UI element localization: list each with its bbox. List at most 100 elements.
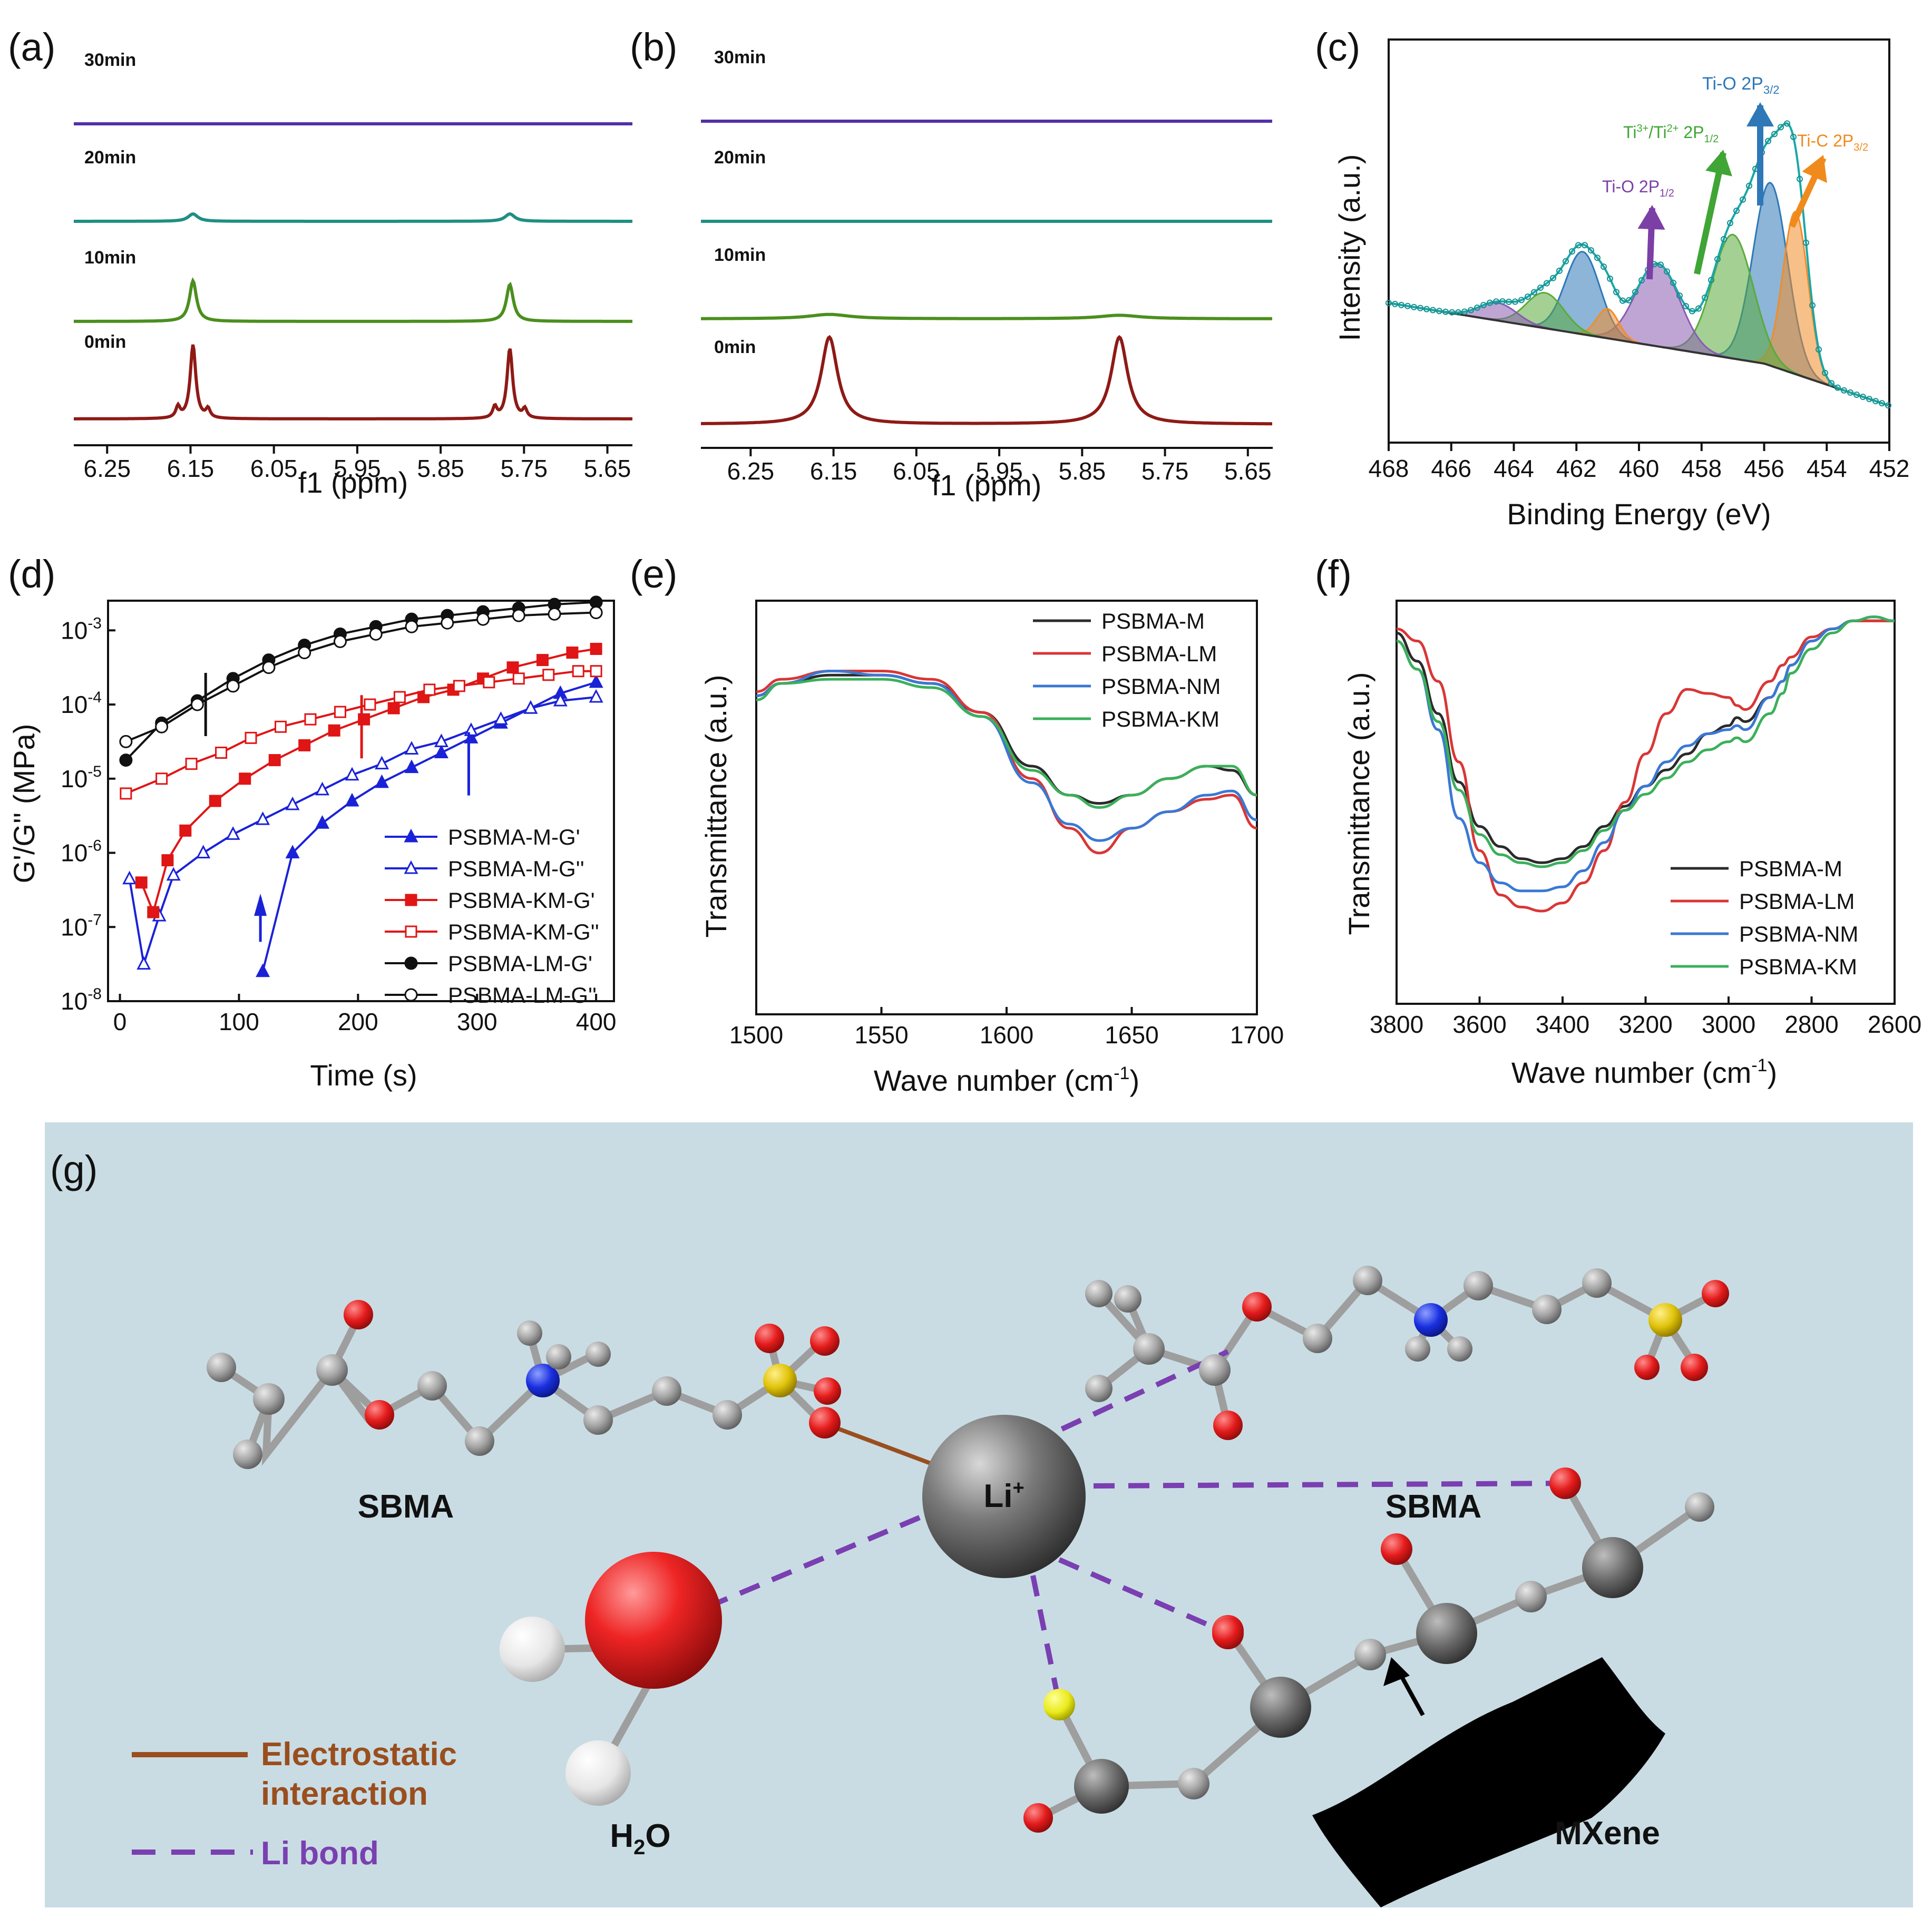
arrow-ti-c-head xyxy=(1802,155,1827,183)
atom-c xyxy=(1405,1336,1430,1362)
water-hydrogen-1 xyxy=(500,1617,565,1682)
xps-data-point xyxy=(1841,387,1847,394)
point-PSBMA-M-G'' xyxy=(375,756,389,770)
x-tick-label: 6.25 xyxy=(84,455,131,482)
spectrum-0min xyxy=(74,344,632,420)
xps-data-point xyxy=(1872,398,1879,405)
xps-background xyxy=(1388,302,1889,407)
legend-marker xyxy=(405,894,417,906)
atom-cd xyxy=(1582,1537,1643,1598)
atom-n xyxy=(1414,1303,1448,1337)
atom-c xyxy=(1447,1336,1472,1362)
x-tick-label: 2600 xyxy=(1868,1011,1921,1038)
xps-data-point xyxy=(1392,300,1398,307)
legend-label-PSBMA-M: PSBMA-M xyxy=(1101,609,1205,633)
atom-c xyxy=(1199,1354,1231,1386)
xps-data-point xyxy=(1721,236,1727,242)
atom-oS xyxy=(755,1324,784,1353)
x-tick-label: 452 xyxy=(1869,455,1910,482)
point-PSBMA-KM-G' xyxy=(147,906,160,918)
legend-label-PSBMA-M-G'': PSBMA-M-G'' xyxy=(448,856,584,881)
x-tick-label: 3400 xyxy=(1536,1011,1589,1038)
point-PSBMA-LM-G'' xyxy=(548,607,561,621)
xps-data-point xyxy=(1809,302,1816,309)
point-PSBMA-KM-G' xyxy=(566,647,579,659)
atom-c xyxy=(546,1344,571,1369)
point-PSBMA-M-G' xyxy=(434,745,448,759)
atom-n xyxy=(526,1364,560,1397)
spectrum-0min xyxy=(701,335,1272,426)
point-PSBMA-M-G' xyxy=(315,815,330,829)
d-frame xyxy=(107,600,615,1002)
mxene-label: MXene xyxy=(1555,1815,1660,1852)
y-tick-label: 10-4 xyxy=(61,689,102,718)
arrow-ti-o-12-head xyxy=(1637,205,1665,230)
atom-oS xyxy=(1681,1354,1708,1381)
panel-label-b: (b) xyxy=(630,25,677,69)
d-x-axis-label: Time (s) xyxy=(310,1059,417,1092)
xps-data-point xyxy=(1423,306,1430,312)
stage-label-30min: 30min xyxy=(714,47,766,67)
legend-interaction-text: interaction xyxy=(261,1776,428,1812)
xps-data-point xyxy=(1853,392,1860,398)
xps-data-point xyxy=(1468,307,1474,314)
atom-c xyxy=(465,1426,494,1456)
atom-c xyxy=(1463,1271,1493,1300)
point-PSBMA-LM-G' xyxy=(119,754,133,767)
point-PSBMA-KM-G' xyxy=(387,702,400,715)
point-PSBMA-M-G'' xyxy=(434,733,448,747)
d-series xyxy=(119,595,603,977)
atom-c xyxy=(713,1400,742,1430)
atom-c xyxy=(1085,1375,1113,1402)
atom-c xyxy=(583,1405,613,1435)
xps-data-point xyxy=(1499,298,1506,305)
xps-data-point xyxy=(1702,294,1708,301)
a-x-ticks: 6.25 6.15 6.05 5.95 5.85 5.75 5.65 xyxy=(84,445,631,482)
xps-data-point xyxy=(1626,297,1632,304)
water-hydrogen-2 xyxy=(565,1740,631,1806)
legend-label-PSBMA-M: PSBMA-M xyxy=(1739,856,1842,881)
atom-oS xyxy=(1634,1355,1660,1380)
series-line-PSBMA-M-G'' xyxy=(128,696,597,965)
xps-data-point xyxy=(1619,297,1626,304)
xps-data-point xyxy=(1537,284,1544,291)
panel-g-schematic: (g) xyxy=(45,1122,1913,1907)
xps-data-point xyxy=(1613,289,1619,296)
x-tick-label: 6.15 xyxy=(810,457,857,485)
c-anno-ti3-ti2: Ti3+/Ti2+ 2P1/2 xyxy=(1623,123,1719,145)
g-li-bonds xyxy=(700,1349,1566,1705)
point-PSBMA-M-G' xyxy=(404,759,419,774)
xps-data-point xyxy=(1885,402,1891,409)
c-x-ticks: 468 466 464 462 460 458 456 454 452 xyxy=(1369,443,1910,482)
xps-data-point xyxy=(1784,120,1790,127)
point-PSBMA-M-G'' xyxy=(345,767,359,781)
point-PSBMA-KM-G' xyxy=(161,854,174,867)
x-tick-label: 5.85 xyxy=(417,455,464,482)
xps-data-point xyxy=(1695,305,1702,312)
e-y-axis-label: Transmittance (a.u.) xyxy=(699,675,733,938)
legend-li-bond-text: Li bond xyxy=(261,1835,379,1872)
xps-data-point xyxy=(1632,289,1638,296)
spectrum-10min xyxy=(701,312,1272,320)
atom-oS xyxy=(1549,1467,1581,1499)
xps-data-point xyxy=(1398,301,1404,308)
xps-data-point xyxy=(1714,256,1721,262)
panel-a-nmr-chart: 0min 10min 20min 30min 6.25 6.15 6.05 5.95 5.85… xyxy=(74,50,632,499)
atom-oS xyxy=(1242,1292,1272,1322)
spectrum-20min xyxy=(74,212,632,223)
sbma-left-label: SBMA xyxy=(358,1489,454,1525)
arrow-ti3-head xyxy=(1705,150,1732,177)
xps-data-point xyxy=(1449,309,1455,316)
point-PSBMA-M-G'' xyxy=(589,689,603,703)
legend-label-PSBMA-NM: PSBMA-NM xyxy=(1739,922,1858,946)
xps-data-point xyxy=(1493,298,1499,305)
legend-label-PSBMA-LM-G'': PSBMA-LM-G'' xyxy=(448,983,597,1007)
atom-cd xyxy=(1250,1677,1311,1738)
point-PSBMA-LM-G'' xyxy=(226,679,240,693)
point-PSBMA-LM-G'' xyxy=(512,609,525,622)
x-tick-label: 5.85 xyxy=(1059,457,1106,485)
xps-data-point xyxy=(1601,263,1607,270)
b-x-ticks: 6.25 6.15 6.05 5.95 5.85 5.75 5.65 xyxy=(727,448,1272,485)
sbma-right-label: SBMA xyxy=(1385,1489,1482,1525)
